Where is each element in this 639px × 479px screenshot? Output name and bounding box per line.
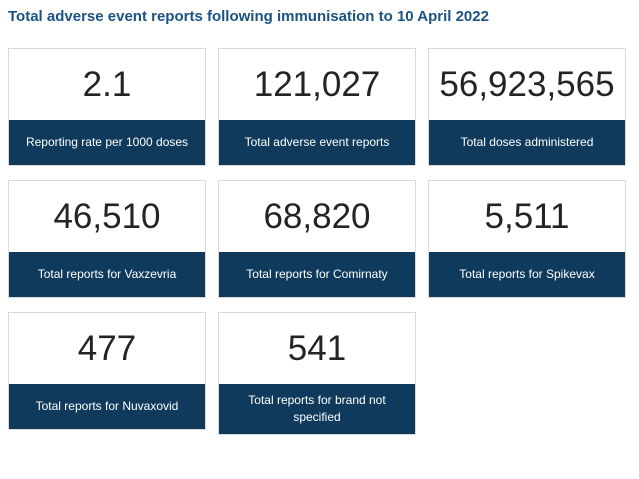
card-reporting-rate: 2.1 Reporting rate per 1000 doses [8,48,206,167]
card-total-doses-administered: 56,923,565 Total doses administered [428,48,626,167]
kpi-value: 121,027 [253,64,381,104]
kpi-label: Reporting rate per 1000 doses [9,120,205,166]
page-title: Total adverse event reports following im… [8,8,489,25]
kpi-value: 5,511 [484,196,570,236]
kpi-label: Total reports for Spikevax [429,252,625,298]
kpi-value: 46,510 [53,196,161,236]
kpi-value: 56,923,565 [439,64,615,104]
kpi-value: 477 [77,328,137,368]
card-reports-comirnaty: 68,820 Total reports for Comirnaty [218,180,416,299]
kpi-label: Total adverse event reports [219,120,415,166]
card-total-adverse-event-reports: 121,027 Total adverse event reports [218,48,416,167]
kpi-value: 68,820 [263,196,371,236]
kpi-value: 541 [287,328,347,368]
kpi-card-grid: 2.1 Reporting rate per 1000 doses 121,02… [8,48,639,435]
card-reports-vaxzevria: 46,510 Total reports for Vaxzevria [8,180,206,299]
kpi-label: Total doses administered [429,120,625,166]
card-reports-brand-not-specified: 541 Total reports for brand not specifie… [218,312,416,435]
kpi-label: Total reports for brand not specified [219,384,415,434]
kpi-value: 2.1 [82,64,132,104]
card-reports-spikevax: 5,511 Total reports for Spikevax [428,180,626,299]
kpi-label: Total reports for Vaxzevria [9,252,205,298]
card-reports-nuvaxovid: 477 Total reports for Nuvaxovid [8,312,206,431]
kpi-label: Total reports for Comirnaty [219,252,415,298]
kpi-label: Total reports for Nuvaxovid [9,384,205,430]
